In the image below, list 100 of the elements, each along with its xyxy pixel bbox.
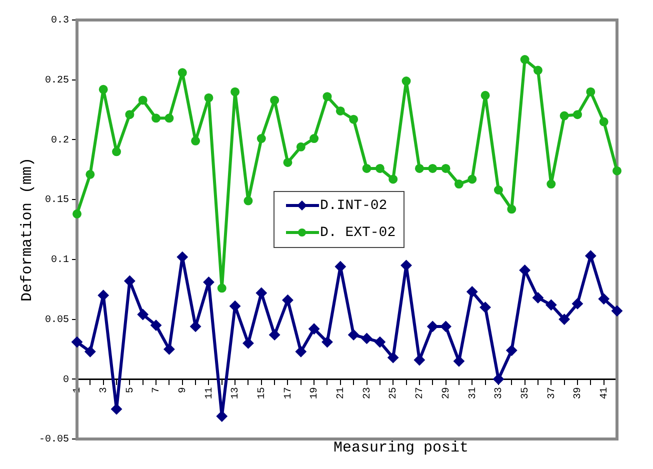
point	[466, 286, 478, 298]
point	[558, 314, 570, 325]
y-tick-label: 0	[62, 374, 70, 386]
point	[322, 336, 333, 348]
x-tick-label: 35	[520, 387, 532, 400]
point	[256, 134, 266, 144]
point	[111, 404, 122, 415]
y-tick-label: 0.2	[50, 135, 70, 146]
point	[216, 410, 228, 422]
point	[546, 180, 556, 189]
point	[124, 275, 136, 286]
point	[612, 305, 622, 316]
point	[191, 136, 200, 146]
point	[454, 180, 464, 189]
point	[282, 294, 294, 306]
y-tick-label: 0.25	[44, 76, 70, 86]
point	[520, 55, 530, 64]
point	[388, 174, 398, 184]
x-tick-label: 29	[441, 387, 452, 400]
point	[533, 66, 542, 75]
point	[72, 336, 83, 348]
point	[283, 158, 292, 167]
x-tick-label: 15	[257, 387, 268, 400]
point	[296, 142, 306, 152]
x-tick-label: 27	[415, 387, 426, 400]
y-tick-label: 0.1	[50, 255, 70, 266]
x-tick-label: 25	[388, 387, 400, 400]
x-tick-label: 17	[283, 387, 294, 400]
point	[480, 90, 490, 100]
point	[599, 117, 608, 126]
x-tick-label: 11	[204, 387, 216, 400]
point	[269, 329, 280, 340]
x-tick-label: 19	[310, 387, 321, 400]
point	[204, 93, 214, 102]
point	[480, 302, 491, 313]
point	[375, 164, 384, 173]
point	[492, 374, 504, 385]
point	[152, 114, 161, 123]
point	[138, 96, 148, 105]
point	[468, 174, 477, 184]
legend-label: D. EXT-02	[320, 225, 396, 242]
point	[336, 106, 345, 116]
point	[112, 147, 122, 156]
point	[84, 346, 96, 358]
point	[506, 344, 518, 356]
point	[507, 204, 516, 214]
point	[137, 308, 148, 320]
point	[414, 164, 424, 173]
point	[572, 298, 583, 310]
point	[440, 320, 452, 332]
x-tick-label: 37	[546, 387, 558, 400]
point	[572, 110, 582, 120]
point	[361, 332, 372, 344]
point	[546, 299, 557, 310]
y-tick-label: 0.15	[44, 195, 70, 206]
x-tick-label: 13	[230, 387, 242, 400]
point	[402, 76, 411, 86]
point	[348, 329, 360, 340]
point	[98, 84, 108, 94]
x-tick-label: 23	[362, 387, 374, 400]
point	[427, 320, 438, 332]
point	[178, 68, 187, 78]
point	[310, 134, 319, 144]
point	[560, 111, 569, 120]
x-axis-title: Measuring posit	[333, 439, 469, 456]
y-tick-label: 0.05	[44, 314, 70, 326]
point	[230, 300, 241, 312]
point	[244, 196, 253, 206]
y-tick-label: 0.3	[50, 16, 70, 27]
point	[164, 344, 175, 355]
point	[295, 346, 306, 358]
point	[349, 114, 358, 124]
y-tick-label: -0.05	[38, 434, 70, 446]
y-axis-title: Deformation (mm)	[18, 157, 36, 302]
point	[270, 96, 280, 105]
legend-label: D.INT-02	[320, 198, 388, 214]
point	[388, 352, 399, 364]
x-tick-label: 33	[494, 387, 506, 400]
point	[322, 92, 332, 102]
point	[164, 114, 174, 123]
point	[598, 293, 610, 304]
point	[585, 250, 596, 262]
point	[125, 110, 134, 120]
point	[586, 87, 596, 96]
x-tick-label: 9	[178, 387, 190, 394]
point	[494, 185, 503, 194]
point	[150, 320, 162, 331]
point	[242, 338, 254, 349]
point	[98, 290, 109, 301]
x-tick-label: 31	[468, 387, 479, 400]
point	[612, 166, 622, 176]
point	[374, 336, 386, 348]
point	[441, 164, 450, 173]
x-tick-label: 5	[125, 387, 136, 394]
x-tick-label: 41	[599, 387, 610, 400]
x-tick-label: 7	[152, 387, 163, 394]
x-tick-label: 3	[98, 387, 110, 394]
point	[230, 87, 240, 96]
point	[532, 292, 544, 304]
x-tick-label: 21	[336, 387, 348, 400]
